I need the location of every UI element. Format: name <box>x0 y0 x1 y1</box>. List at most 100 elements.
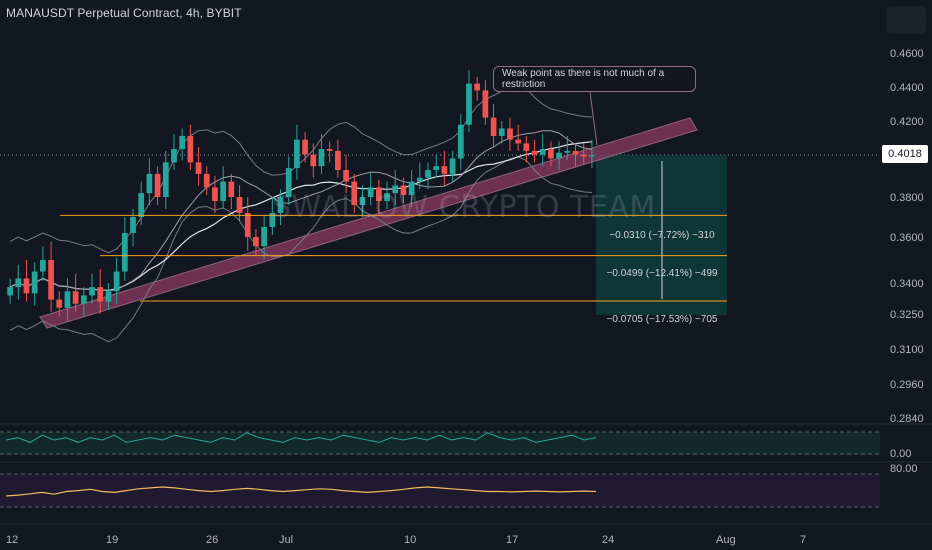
candle-body <box>171 149 177 163</box>
candle-body <box>457 124 464 159</box>
candle-body <box>548 149 554 159</box>
watermark: SWALLOW CRYPTO TEAM <box>272 190 656 225</box>
y-tick-label: 0.3250 <box>890 309 924 321</box>
candle-body <box>48 260 54 300</box>
candle-body <box>220 181 227 201</box>
candle-body <box>64 291 71 308</box>
bollinger-lower <box>9 156 592 343</box>
candle-body <box>203 173 210 188</box>
candle-body <box>179 135 186 150</box>
candle-body <box>56 299 63 308</box>
candle-body <box>343 170 349 182</box>
candle-body <box>162 162 169 197</box>
candle-body <box>113 271 120 292</box>
y-tick-label: 0.2840 <box>890 413 924 425</box>
candle-body <box>564 150 571 153</box>
candle-body <box>318 149 325 167</box>
annotation-callout[interactable]: Weak point as there is not much of a res… <box>493 66 696 92</box>
candle-body <box>515 139 522 144</box>
bollinger-upper <box>9 85 592 254</box>
x-tick-label: 12 <box>6 534 18 546</box>
candle-body <box>326 149 333 151</box>
candle-body <box>384 193 390 201</box>
candle-body <box>433 166 440 171</box>
candlesticks <box>7 70 595 321</box>
candle-body <box>302 139 308 155</box>
x-tick-label: 24 <box>602 534 614 546</box>
stoch-pane-bg <box>0 474 880 507</box>
y-tick-label: 0.4600 <box>890 48 924 60</box>
y-tick-label: 0.4200 <box>890 116 924 128</box>
moving-average-50 <box>9 130 592 291</box>
candle-body <box>589 155 595 157</box>
candle-body <box>367 187 374 197</box>
grid-lines <box>0 154 932 525</box>
candle-body <box>285 168 292 197</box>
x-tick-label: 19 <box>106 534 118 546</box>
candle-body <box>187 135 194 163</box>
candle-body <box>97 287 104 302</box>
candle-body <box>277 197 284 213</box>
candle-body <box>580 154 587 157</box>
candle-body <box>138 193 145 217</box>
stoch-line <box>5 486 597 497</box>
stoch-tick-label: 80.00 <box>890 463 918 475</box>
callout-pointer <box>589 91 598 146</box>
candle-body <box>359 197 366 205</box>
x-tick-label: 7 <box>800 534 806 546</box>
candle-body <box>507 128 513 140</box>
candle-body <box>556 152 562 159</box>
candle-body <box>228 181 235 197</box>
channel-band <box>39 117 698 329</box>
chart-title: MANAUSDT Perpetual Contract, 4h, BYBIT <box>6 6 242 20</box>
candle-body <box>490 117 497 136</box>
y-tick-label: 0.2960 <box>890 379 924 391</box>
y-tick-label: 0.3800 <box>890 192 924 204</box>
candle-body <box>146 173 153 194</box>
x-tick-label: 10 <box>404 534 416 546</box>
candle-body <box>89 287 95 296</box>
trend-channel <box>39 117 698 329</box>
candle-body <box>294 139 300 169</box>
target-label-1: −0.0310 (−7.72%) −310 <box>609 230 715 241</box>
short-position-zone <box>596 155 727 315</box>
candle-body <box>498 128 505 136</box>
candle-body <box>523 143 530 151</box>
y-tick-label: 0.3400 <box>890 278 924 290</box>
candle-body <box>408 181 415 196</box>
candle-body <box>539 149 546 155</box>
candle-body <box>212 187 218 201</box>
x-tick-label: Jul <box>279 534 293 546</box>
candle-body <box>72 291 79 304</box>
candle-body <box>253 237 259 247</box>
rsi-pane-bg <box>0 432 880 454</box>
x-tick-label: 17 <box>506 534 518 546</box>
rsi-line <box>5 432 597 443</box>
candle-body <box>466 83 472 125</box>
candle-body <box>80 295 87 304</box>
candle-body <box>154 173 161 197</box>
candle-body <box>7 287 13 296</box>
candle-body <box>23 278 30 294</box>
candle-body <box>474 83 481 91</box>
candle-body <box>15 278 22 288</box>
candle-body <box>441 166 448 174</box>
candle-body <box>130 217 136 233</box>
candle-body <box>310 154 317 167</box>
candle-body <box>244 213 251 237</box>
candle-body <box>375 187 382 201</box>
candle-body <box>269 213 276 227</box>
current-price-tag: 0.4018 <box>882 145 928 163</box>
x-tick-label: 26 <box>206 534 218 546</box>
indicator-panes <box>0 431 880 508</box>
axes: 0.4600 0.4400 0.4200 0.3800 0.3600 0.3400 0.32… <box>6 48 924 546</box>
x-tick-label: Aug <box>716 534 736 546</box>
candle-body <box>335 150 341 171</box>
y-tick-label: 0.3600 <box>890 232 924 244</box>
candle-body <box>392 185 399 194</box>
candle-body <box>400 185 407 196</box>
bollinger-bands <box>9 85 592 343</box>
candle-body <box>416 177 423 182</box>
y-tick-label: 0.3100 <box>890 344 924 356</box>
